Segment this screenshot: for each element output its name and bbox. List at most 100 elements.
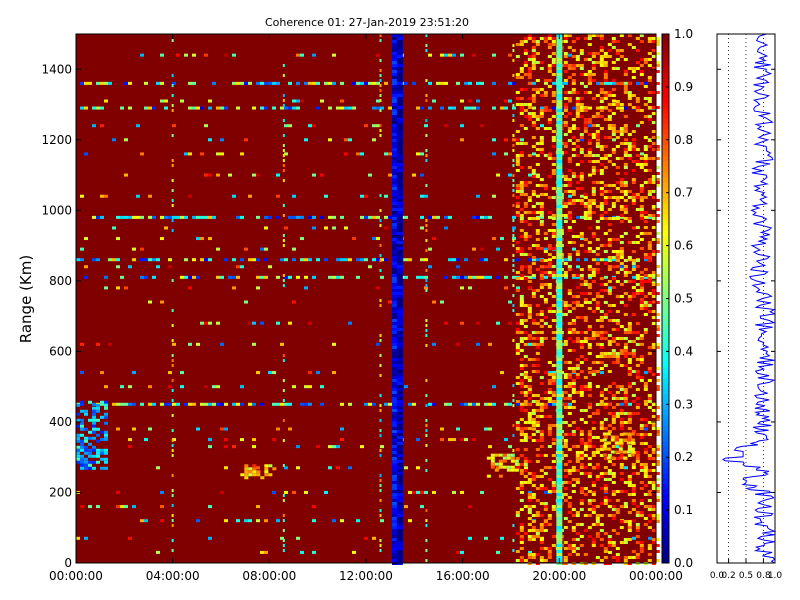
column-dot (171, 179, 174, 182)
column-cell (396, 34, 403, 37)
heatmap-cell (172, 402, 176, 406)
heatmap-cell (519, 331, 524, 334)
heatmap-cell (647, 277, 652, 280)
heatmap-cell (651, 424, 656, 427)
column-cell (556, 148, 563, 151)
heatmap-cell (547, 307, 552, 310)
column-dot (171, 524, 174, 527)
heatmap-cell (587, 490, 592, 493)
heatmap-cell (623, 352, 628, 355)
column-dot (512, 164, 515, 167)
heatmap-cell (100, 106, 104, 110)
heatmap-cell (100, 124, 104, 128)
patch-cell (630, 453, 635, 457)
heatmap-cell (619, 505, 624, 508)
heatmap-cell (587, 265, 592, 268)
column-dot (512, 114, 515, 117)
patch-cell (614, 441, 619, 445)
column-dot (379, 34, 382, 37)
patch-cell (506, 465, 511, 469)
column-dot (425, 404, 428, 407)
heatmap-cell (196, 519, 200, 523)
column-cell (556, 340, 563, 343)
column-cell (396, 379, 403, 382)
column-dot (282, 94, 285, 97)
heatmap-cell (527, 181, 532, 184)
column-cell (392, 226, 398, 229)
heatmap-cell (100, 371, 104, 375)
heatmap-cell (256, 275, 260, 279)
heatmap-cell (643, 274, 648, 277)
heatmap-cell (631, 76, 636, 79)
patch-cell (80, 445, 84, 449)
heatmap-cell (140, 402, 144, 406)
heatmap-cell (603, 301, 608, 304)
heatmap-cell (599, 190, 604, 193)
heatmap-cell (604, 81, 608, 85)
heatmap-cell (651, 238, 656, 241)
column-cell (392, 418, 398, 421)
heatmap-cell (655, 373, 660, 376)
column-dot (512, 434, 515, 437)
heatmap-cell (639, 280, 644, 283)
column-dot (379, 84, 382, 87)
column-cell (392, 403, 398, 406)
column-cell (396, 367, 403, 370)
heatmap-cell (567, 547, 572, 550)
heatmap-cell (643, 313, 648, 316)
column-dot (379, 219, 382, 222)
heatmap-cell (607, 472, 612, 475)
heatmap-cell (627, 34, 632, 37)
heatmap-cell (571, 64, 576, 67)
heatmap-cell (599, 244, 604, 247)
heatmap-cell (639, 307, 644, 310)
heatmap-cell (547, 46, 552, 49)
heatmap-cell (563, 106, 568, 109)
column-cell (396, 169, 403, 172)
heatmap-cell (651, 538, 656, 541)
column-cell (556, 451, 563, 454)
colorbar-step (662, 39, 669, 46)
column-dot (379, 74, 382, 77)
heatmap-cell (639, 70, 644, 73)
heatmap-cell (608, 81, 612, 85)
heatmap-cell (224, 427, 228, 431)
heatmap-cell (539, 37, 544, 40)
heatmap-cell (539, 514, 544, 517)
colorbar-step (662, 287, 669, 294)
heatmap-cell (424, 275, 428, 279)
heatmap-cell (575, 64, 580, 67)
column-cell (556, 457, 563, 460)
column-cell (556, 199, 563, 202)
heatmap-cell (551, 319, 556, 322)
colorbar-step (662, 388, 669, 395)
heatmap-cell (639, 301, 644, 304)
heatmap-cell (620, 402, 624, 406)
heatmap-cell (308, 124, 312, 128)
heatmap-cell (627, 331, 632, 334)
y-tick-label: 0 (64, 556, 72, 570)
heatmap-cell (627, 196, 632, 199)
heatmap-cell (547, 325, 552, 328)
heatmap-cell (583, 211, 588, 214)
heatmap-cell (631, 355, 636, 358)
heatmap-cell (619, 247, 624, 250)
heatmap-cell (448, 53, 452, 57)
heatmap-cell (571, 241, 576, 244)
column-dot (379, 194, 382, 197)
heatmap-cell (563, 103, 568, 106)
heatmap-cell (599, 295, 604, 298)
heatmap-cell (595, 268, 600, 271)
heatmap-cell (116, 427, 120, 431)
column-cell (392, 64, 398, 67)
patch-cell (80, 439, 84, 443)
heatmap-cell (516, 286, 520, 290)
column-dot (379, 409, 382, 412)
heatmap-cell (603, 316, 608, 319)
patch-cell (88, 442, 92, 446)
column-dot (512, 204, 515, 207)
column-dot (425, 429, 428, 432)
heatmap-cell (531, 124, 536, 127)
column-cell (556, 127, 563, 130)
heatmap-cell (639, 424, 644, 427)
